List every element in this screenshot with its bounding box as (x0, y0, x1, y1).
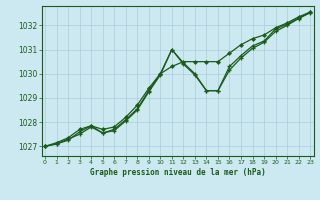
X-axis label: Graphe pression niveau de la mer (hPa): Graphe pression niveau de la mer (hPa) (90, 168, 266, 177)
